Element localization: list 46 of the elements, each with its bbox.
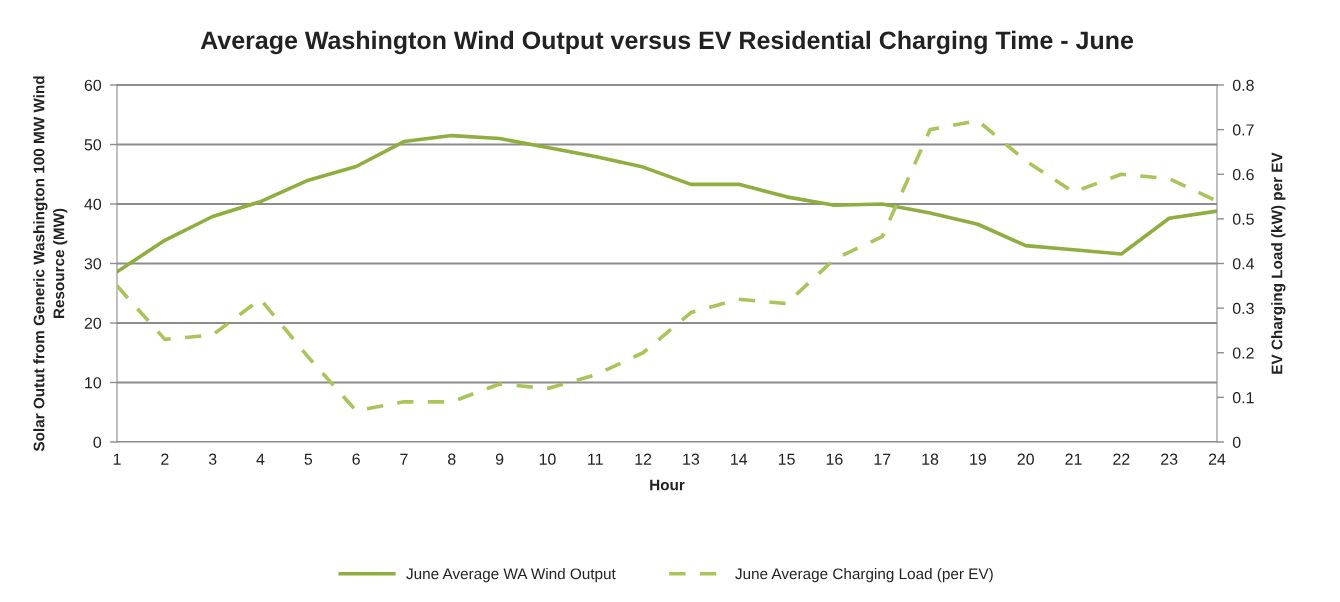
x-tick-label: 16 [826,453,843,465]
y-tick-label: 30 [84,258,102,270]
y-tick-label: 50 [84,139,102,151]
x-tick-label: 7 [400,453,408,465]
y2-tick-label: 0.8 [1232,79,1254,91]
y2-tick-label: 0.1 [1232,392,1254,404]
x-tick-label: 8 [448,453,456,465]
x-tick-label: 20 [1017,453,1034,465]
x-tick-label: 14 [731,453,748,465]
x-tick-label: 11 [588,453,603,465]
y2-tick-label: 0.4 [1232,258,1255,270]
x-tick-label: 22 [1113,453,1130,465]
x-tick-label: 15 [778,453,795,465]
x-axis-title: Hour [650,479,685,491]
x-tick-label: 18 [922,453,939,465]
x-tick-label: 9 [495,453,504,465]
x-tick-label: 4 [256,453,265,465]
y2-axis-title: EV Charging Load (kW) per EV [1271,152,1286,374]
x-tick-label: 17 [874,453,891,465]
x-tick-label: 23 [1161,453,1178,465]
y2-tick-label: 0.5 [1232,213,1254,225]
y2-tick-label: 0.2 [1232,347,1254,359]
y2-tick-label: 0.6 [1232,168,1254,181]
y2-tick-label: 0 [1232,436,1241,448]
x-tick-label: 24 [1208,453,1226,465]
x-tick-label: 2 [161,453,169,465]
x-tick-label: 12 [635,453,652,465]
legend-label: June Average Charging Load (per EV) [735,567,993,583]
x-tick-label: 10 [539,453,556,465]
x-tick-label: 6 [352,453,360,465]
x-tick-label: 5 [304,453,313,465]
x-tick-label: 19 [970,453,986,465]
y2-tick-label: 0.7 [1232,124,1254,136]
x-tick-label: 13 [683,453,700,465]
x-tick-label: 21 [1065,453,1082,465]
y-tick-label: 60 [84,79,102,91]
y-tick-label: 40 [84,198,102,210]
y2-tick-label: 0.3 [1232,302,1254,315]
y-axis-title: Solar Outut from Generic Washington 100 MW Wind Resource (MW) [33,76,68,452]
y-tick-label: 0 [93,436,102,448]
y-tick-label: 10 [85,377,102,389]
x-tick-label: 1 [113,453,121,465]
legend-label: June Average WA Wind Output [406,567,616,583]
y-tick-label: 20 [84,317,102,329]
x-tick-label: 3 [208,453,217,465]
chart-title: Average Washington Wind Output versus EV Residential Charging Time - June [200,30,1134,55]
